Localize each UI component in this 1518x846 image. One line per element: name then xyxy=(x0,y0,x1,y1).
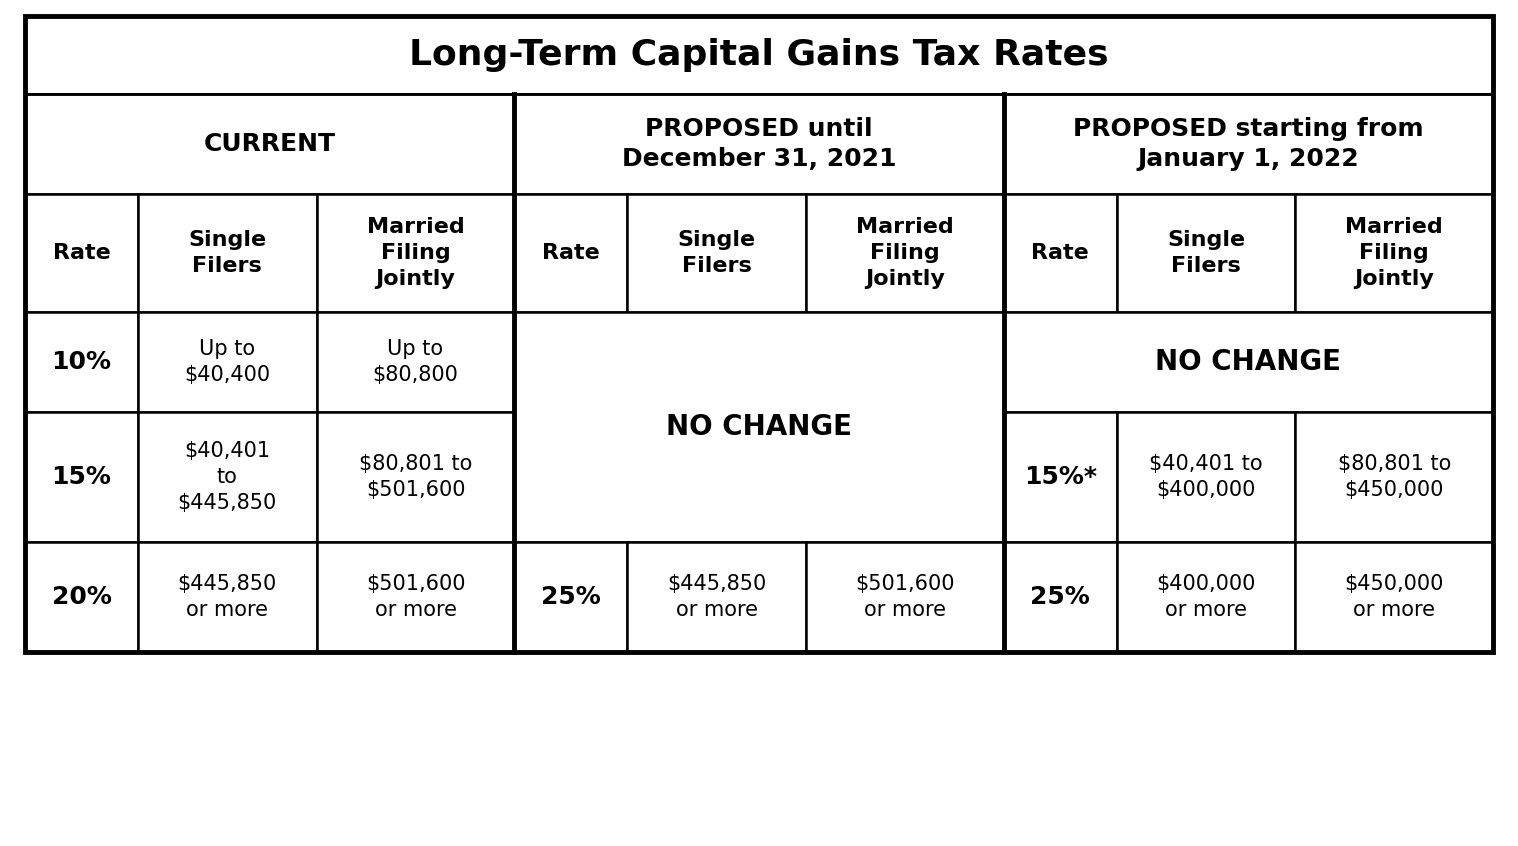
Bar xyxy=(1295,194,1494,312)
Text: Rate: Rate xyxy=(1031,243,1088,263)
Text: $40,401
to
$445,850: $40,401 to $445,850 xyxy=(178,442,276,513)
Text: Up to
$40,400: Up to $40,400 xyxy=(184,339,270,385)
Bar xyxy=(317,412,515,542)
Bar xyxy=(24,194,138,312)
Bar xyxy=(515,312,1003,542)
Bar xyxy=(1003,542,1117,652)
Bar xyxy=(515,94,1003,194)
Text: $445,850
or more: $445,850 or more xyxy=(666,574,767,620)
Bar xyxy=(24,412,138,542)
Bar xyxy=(515,194,627,312)
Bar xyxy=(1003,312,1494,412)
Bar xyxy=(1295,542,1494,652)
Bar xyxy=(806,194,1003,312)
Text: 15%*: 15%* xyxy=(1023,465,1096,489)
Bar xyxy=(24,16,1494,652)
Text: NO CHANGE: NO CHANGE xyxy=(666,413,852,441)
Bar xyxy=(1117,412,1295,542)
Bar xyxy=(1117,542,1295,652)
Text: CURRENT: CURRENT xyxy=(203,132,335,156)
Bar xyxy=(317,542,515,652)
Text: Long-Term Capital Gains Tax Rates: Long-Term Capital Gains Tax Rates xyxy=(410,38,1108,72)
Text: $80,801 to
$450,000: $80,801 to $450,000 xyxy=(1337,454,1451,500)
Text: $450,000
or more: $450,000 or more xyxy=(1345,574,1444,620)
Text: $400,000
or more: $400,000 or more xyxy=(1157,574,1255,620)
Text: PROPOSED until
December 31, 2021: PROPOSED until December 31, 2021 xyxy=(622,117,896,172)
Bar xyxy=(24,16,1494,94)
Bar xyxy=(138,542,317,652)
Text: 20%: 20% xyxy=(52,585,111,609)
Text: Married
Filing
Jointly: Married Filing Jointly xyxy=(1345,217,1444,288)
Bar xyxy=(627,542,806,652)
Bar xyxy=(138,194,317,312)
Bar xyxy=(806,542,1003,652)
Text: Single
Filers: Single Filers xyxy=(188,230,266,276)
Bar xyxy=(24,94,515,194)
Text: 15%: 15% xyxy=(52,465,111,489)
Bar xyxy=(138,312,317,412)
Bar xyxy=(627,194,806,312)
Bar xyxy=(1003,94,1494,194)
Text: 25%: 25% xyxy=(540,585,601,609)
Text: PROPOSED starting from
January 1, 2022: PROPOSED starting from January 1, 2022 xyxy=(1073,117,1424,172)
Bar xyxy=(138,412,317,542)
Text: $501,600
or more: $501,600 or more xyxy=(855,574,955,620)
Text: Single
Filers: Single Filers xyxy=(1167,230,1245,276)
Text: $80,801 to
$501,600: $80,801 to $501,600 xyxy=(358,454,472,500)
Text: Up to
$80,800: Up to $80,800 xyxy=(372,339,458,385)
Bar xyxy=(1003,412,1117,542)
Text: 25%: 25% xyxy=(1031,585,1090,609)
Text: 10%: 10% xyxy=(52,350,111,374)
Text: Married
Filing
Jointly: Married Filing Jointly xyxy=(856,217,953,288)
Bar xyxy=(515,542,627,652)
Bar xyxy=(24,542,138,652)
Text: Single
Filers: Single Filers xyxy=(677,230,756,276)
Bar xyxy=(317,312,515,412)
Text: $40,401 to
$400,000: $40,401 to $400,000 xyxy=(1149,454,1263,500)
Text: $501,600
or more: $501,600 or more xyxy=(366,574,466,620)
Bar xyxy=(317,194,515,312)
Bar xyxy=(1295,412,1494,542)
Text: Rate: Rate xyxy=(542,243,600,263)
Bar xyxy=(1003,194,1117,312)
Text: Rate: Rate xyxy=(53,243,111,263)
Bar xyxy=(1117,194,1295,312)
Text: $445,850
or more: $445,850 or more xyxy=(178,574,276,620)
Text: Married
Filing
Jointly: Married Filing Jointly xyxy=(367,217,465,288)
Bar xyxy=(24,312,138,412)
Text: NO CHANGE: NO CHANGE xyxy=(1155,348,1342,376)
